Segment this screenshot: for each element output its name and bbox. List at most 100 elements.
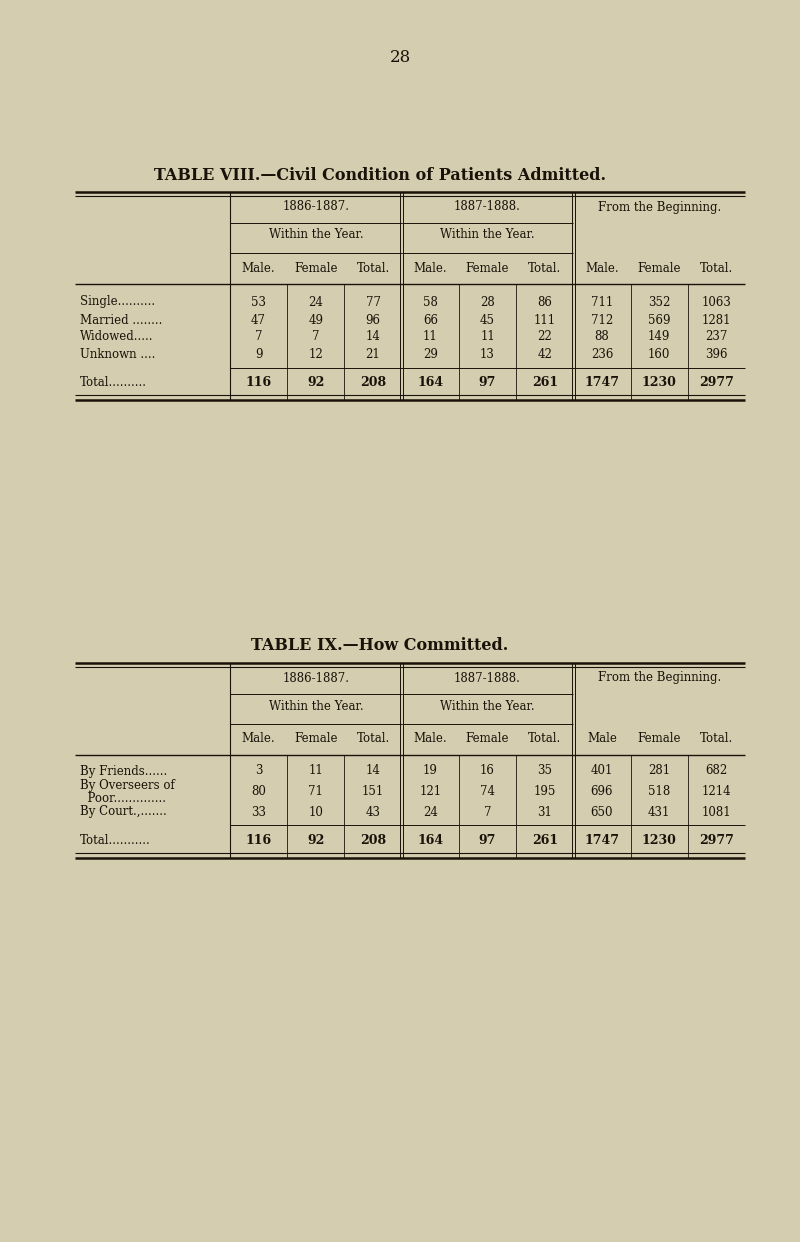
Text: 682: 682 (706, 765, 727, 777)
Text: Within the Year.: Within the Year. (440, 229, 535, 241)
Text: Total.: Total. (700, 262, 733, 274)
Text: Female: Female (294, 733, 338, 745)
Text: Male.: Male. (242, 262, 275, 274)
Text: 11: 11 (423, 330, 438, 344)
Text: 29: 29 (423, 349, 438, 361)
Text: 11: 11 (309, 765, 323, 777)
Text: 24: 24 (308, 296, 323, 308)
Text: 1230: 1230 (642, 375, 677, 389)
Text: 1281: 1281 (702, 313, 731, 327)
Text: 42: 42 (538, 349, 552, 361)
Text: TABLE IX.—How Committed.: TABLE IX.—How Committed. (251, 636, 509, 653)
Text: 66: 66 (422, 313, 438, 327)
Text: 712: 712 (591, 313, 613, 327)
Text: 49: 49 (308, 313, 323, 327)
Text: From the Beginning.: From the Beginning. (598, 200, 721, 214)
Text: Female: Female (466, 733, 510, 745)
Text: 650: 650 (590, 806, 613, 818)
Text: Male.: Male. (414, 262, 447, 274)
Text: 7: 7 (484, 806, 491, 818)
Text: 518: 518 (648, 785, 670, 799)
Text: Married ........: Married ........ (80, 313, 162, 327)
Text: 396: 396 (705, 349, 728, 361)
Text: 208: 208 (360, 833, 386, 847)
Text: 86: 86 (538, 296, 552, 308)
Text: Female: Female (466, 262, 510, 274)
Text: Total.: Total. (528, 262, 562, 274)
Text: 1886-1887.: 1886-1887. (282, 200, 350, 214)
Text: 569: 569 (648, 313, 670, 327)
Text: From the Beginning.: From the Beginning. (598, 672, 721, 684)
Text: 121: 121 (419, 785, 442, 799)
Text: 74: 74 (480, 785, 495, 799)
Text: 7: 7 (255, 330, 262, 344)
Text: 31: 31 (538, 806, 552, 818)
Text: 97: 97 (479, 833, 496, 847)
Text: 47: 47 (251, 313, 266, 327)
Text: 164: 164 (418, 375, 443, 389)
Text: 9: 9 (255, 349, 262, 361)
Text: 711: 711 (591, 296, 613, 308)
Text: By Court.,.......: By Court.,....... (80, 806, 166, 818)
Text: 236: 236 (590, 349, 613, 361)
Text: 1887-1888.: 1887-1888. (454, 200, 521, 214)
Text: By Friends......: By Friends...... (80, 765, 167, 777)
Text: Total.: Total. (357, 733, 390, 745)
Text: Within the Year.: Within the Year. (269, 229, 363, 241)
Text: Female: Female (638, 733, 681, 745)
Text: 1747: 1747 (585, 375, 619, 389)
Text: 151: 151 (362, 785, 384, 799)
Text: 1887-1888.: 1887-1888. (454, 672, 521, 684)
Text: 13: 13 (480, 349, 495, 361)
Text: 2977: 2977 (699, 375, 734, 389)
Text: 208: 208 (360, 375, 386, 389)
Text: 43: 43 (366, 806, 381, 818)
Text: 431: 431 (648, 806, 670, 818)
Text: TABLE VIII.—Civil Condition of Patients Admitted.: TABLE VIII.—Civil Condition of Patients … (154, 166, 606, 184)
Text: 96: 96 (366, 313, 381, 327)
Text: Within the Year.: Within the Year. (440, 699, 535, 713)
Text: By Overseers of: By Overseers of (80, 779, 174, 791)
Text: 53: 53 (251, 296, 266, 308)
Text: 237: 237 (706, 330, 727, 344)
Text: 1081: 1081 (702, 806, 731, 818)
Text: Within the Year.: Within the Year. (269, 699, 363, 713)
Text: 352: 352 (648, 296, 670, 308)
Text: 45: 45 (480, 313, 495, 327)
Text: Single..........: Single.......... (80, 296, 155, 308)
Text: 22: 22 (538, 330, 552, 344)
Text: 149: 149 (648, 330, 670, 344)
Text: 2977: 2977 (699, 833, 734, 847)
Text: 116: 116 (246, 375, 272, 389)
Text: 19: 19 (423, 765, 438, 777)
Text: 92: 92 (307, 833, 325, 847)
Text: 696: 696 (590, 785, 613, 799)
Text: Male.: Male. (242, 733, 275, 745)
Text: 14: 14 (366, 765, 381, 777)
Text: 16: 16 (480, 765, 495, 777)
Text: Male: Male (587, 733, 617, 745)
Text: 1063: 1063 (702, 296, 731, 308)
Text: 164: 164 (418, 833, 443, 847)
Text: Total..........: Total.......... (80, 375, 147, 389)
Text: 97: 97 (479, 375, 496, 389)
Text: 1214: 1214 (702, 785, 731, 799)
Text: 35: 35 (538, 765, 552, 777)
Text: 195: 195 (534, 785, 556, 799)
Text: Total.: Total. (528, 733, 562, 745)
Text: Total.: Total. (700, 733, 733, 745)
Text: 11: 11 (480, 330, 495, 344)
Text: 116: 116 (246, 833, 272, 847)
Text: 77: 77 (366, 296, 381, 308)
Text: 28: 28 (480, 296, 495, 308)
Text: Male.: Male. (585, 262, 618, 274)
Text: Total...........: Total........... (80, 833, 150, 847)
Text: 281: 281 (648, 765, 670, 777)
Text: 3: 3 (255, 765, 262, 777)
Text: 1230: 1230 (642, 833, 677, 847)
Text: Poor..............: Poor.............. (80, 791, 166, 805)
Text: 88: 88 (594, 330, 610, 344)
Text: Female: Female (294, 262, 338, 274)
Text: 401: 401 (590, 765, 613, 777)
Text: 1747: 1747 (585, 833, 619, 847)
